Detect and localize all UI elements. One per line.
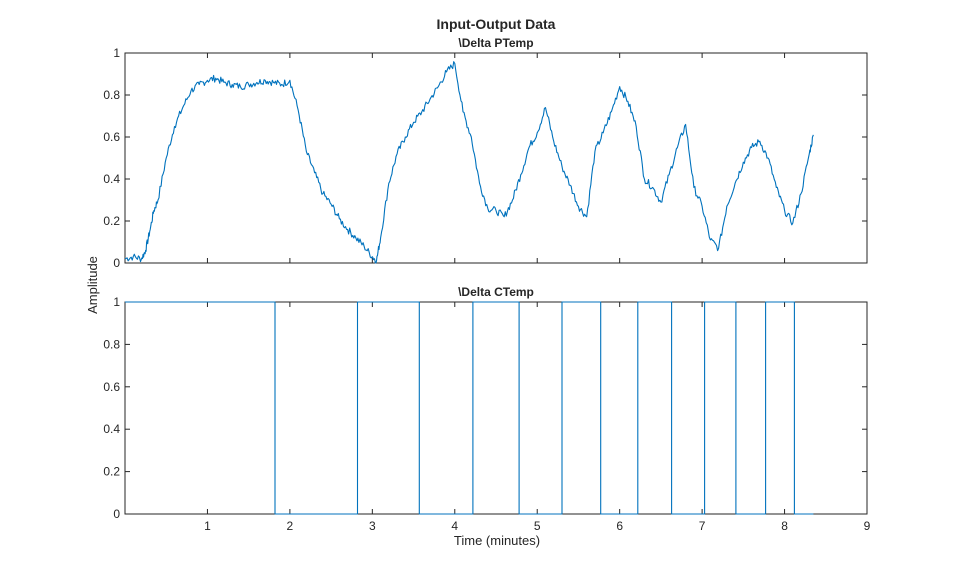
x-tick-label: 4 bbox=[451, 519, 458, 533]
panel-delta-ptemp: \Delta PTemp 0 0.2 0.4 0.6 0.8 1 bbox=[103, 36, 868, 270]
x-tick-label: 8 bbox=[781, 519, 788, 533]
y-tick-label: 1 bbox=[113, 295, 120, 309]
x-axis-label: Time (minutes) bbox=[454, 533, 540, 548]
series-ptemp bbox=[124, 61, 814, 264]
y-tick-label: 0.2 bbox=[103, 214, 120, 228]
x-tick-label: 6 bbox=[616, 519, 623, 533]
axes-frame-ptemp bbox=[124, 52, 868, 264]
panel-title-ctemp: \Delta CTemp bbox=[458, 285, 534, 299]
panel-title-ptemp: \Delta PTemp bbox=[458, 36, 533, 50]
y-axis-ptemp: 0 0.2 0.4 0.6 0.8 1 bbox=[103, 46, 868, 270]
x-tick-label: 7 bbox=[699, 519, 706, 533]
y-tick-label: 0 bbox=[113, 256, 120, 270]
y-tick-label: 0.2 bbox=[103, 465, 120, 479]
series-line bbox=[125, 301, 814, 515]
y-tick-label: 0.8 bbox=[103, 337, 120, 351]
series-line bbox=[124, 61, 814, 264]
axes-frame-ctemp bbox=[124, 301, 868, 515]
y-tick-label: 0.8 bbox=[103, 88, 120, 102]
y-tick-label: 0 bbox=[113, 507, 120, 521]
x-tick-label: 3 bbox=[369, 519, 376, 533]
series-ctemp bbox=[125, 301, 814, 515]
y-tick-label: 0.6 bbox=[103, 130, 120, 144]
panel-delta-ctemp: \Delta CTemp 0 0.2 0.4 0.6 0.8 1 1 2 3 4 5 6 7 8 9 bbox=[103, 285, 870, 533]
y-axis-ctemp: 0 0.2 0.4 0.6 0.8 1 1 2 3 4 5 6 7 8 9 bbox=[103, 295, 870, 533]
y-tick-label: 0.4 bbox=[103, 422, 120, 436]
chart-title: Input-Output Data bbox=[437, 16, 556, 32]
y-tick-label: 0.6 bbox=[103, 380, 120, 394]
y-axis-label: Amplitude bbox=[85, 256, 100, 314]
x-tick-label: 1 bbox=[204, 519, 211, 533]
y-tick-label: 1 bbox=[113, 46, 120, 60]
x-tick-label: 5 bbox=[534, 519, 541, 533]
x-tick-label: 9 bbox=[864, 519, 871, 533]
x-tick-label: 2 bbox=[287, 519, 294, 533]
y-tick-label: 0.4 bbox=[103, 172, 120, 186]
